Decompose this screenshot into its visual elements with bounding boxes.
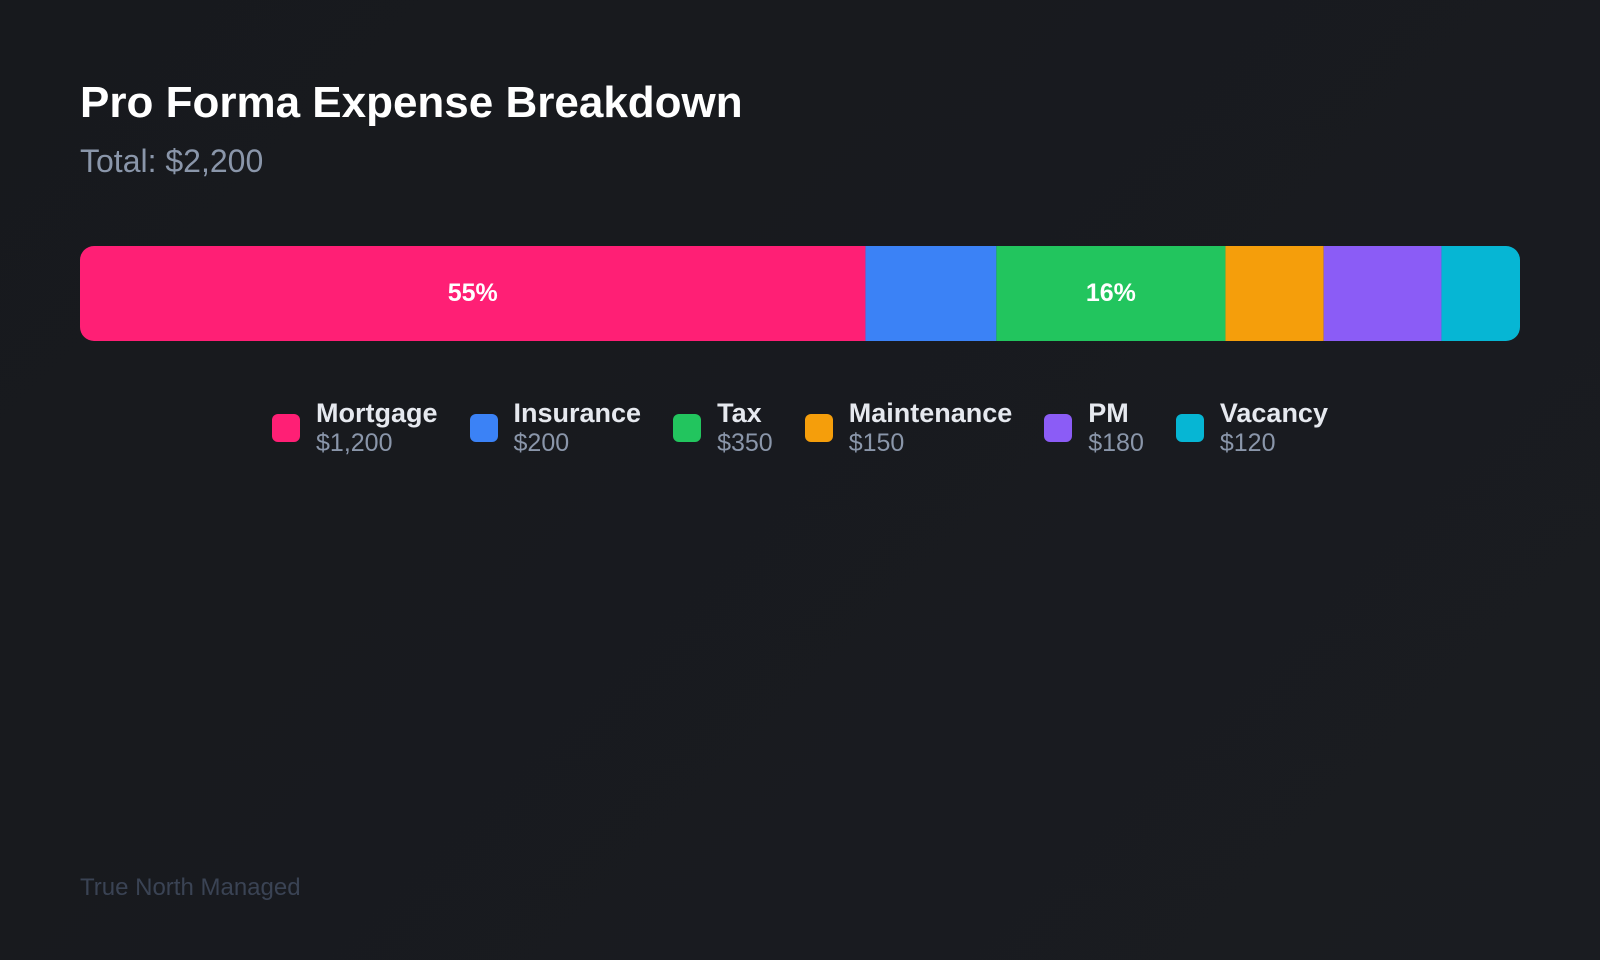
legend-swatch bbox=[1044, 414, 1073, 442]
bar-segment bbox=[1323, 246, 1442, 341]
segment-label: 55% bbox=[448, 279, 498, 307]
legend-name: PM bbox=[1088, 398, 1129, 428]
stacked-bar: 55% 16% bbox=[80, 246, 1520, 341]
legend-text: Tax $350 bbox=[717, 398, 773, 458]
legend-name: Mortgage bbox=[316, 398, 438, 428]
legend-value: $150 bbox=[848, 429, 905, 457]
legend-item: Mortgage $1,200 bbox=[272, 398, 438, 458]
legend-name: Tax bbox=[717, 398, 762, 428]
bar-segment bbox=[80, 246, 866, 341]
legend-item: Insurance $200 bbox=[469, 398, 642, 458]
legend-swatch bbox=[1175, 414, 1204, 442]
legend-name: Insurance bbox=[513, 398, 642, 428]
legend-name: Maintenance bbox=[848, 398, 1013, 428]
legend-value: $120 bbox=[1219, 429, 1276, 457]
legend-text: Maintenance $150 bbox=[849, 398, 1013, 458]
legend-text: PM $180 bbox=[1088, 398, 1144, 458]
bar-segment bbox=[865, 246, 997, 341]
total: Total: $2,200 bbox=[80, 143, 264, 179]
legend-name: Vacancy bbox=[1219, 398, 1328, 428]
legend-value: $180 bbox=[1088, 429, 1144, 457]
segment-label: 16% bbox=[1086, 279, 1136, 307]
legend-item: Maintenance $150 bbox=[804, 398, 1013, 458]
chart-title: Pro Forma Expense Breakdown bbox=[80, 78, 743, 127]
bar-segment bbox=[996, 246, 1226, 341]
legend-swatch bbox=[272, 414, 301, 442]
legend-item: Vacancy $120 bbox=[1175, 398, 1328, 458]
legend-swatch bbox=[469, 414, 498, 442]
legend-value: $1,200 bbox=[316, 429, 393, 457]
legend: Mortgage $1,200 Insurance $200 Tax $350 Mainte… bbox=[0, 398, 1600, 458]
legend-swatch bbox=[804, 414, 833, 442]
legend-item: PM $180 bbox=[1044, 398, 1144, 458]
bar-segment bbox=[1225, 246, 1324, 341]
legend-text: Vacancy $120 bbox=[1220, 398, 1328, 458]
legend-swatch bbox=[673, 414, 702, 442]
footer: True North Managed bbox=[80, 874, 301, 901]
legend-text: Insurance $200 bbox=[514, 398, 642, 458]
legend-item: Tax $350 bbox=[673, 398, 773, 458]
legend-text: Mortgage $1,200 bbox=[316, 398, 438, 458]
legend-value: $350 bbox=[717, 429, 773, 457]
bar-segment bbox=[1441, 246, 1520, 341]
bar-group: 55% 16% bbox=[80, 246, 1520, 341]
legend-value: $200 bbox=[513, 429, 570, 457]
